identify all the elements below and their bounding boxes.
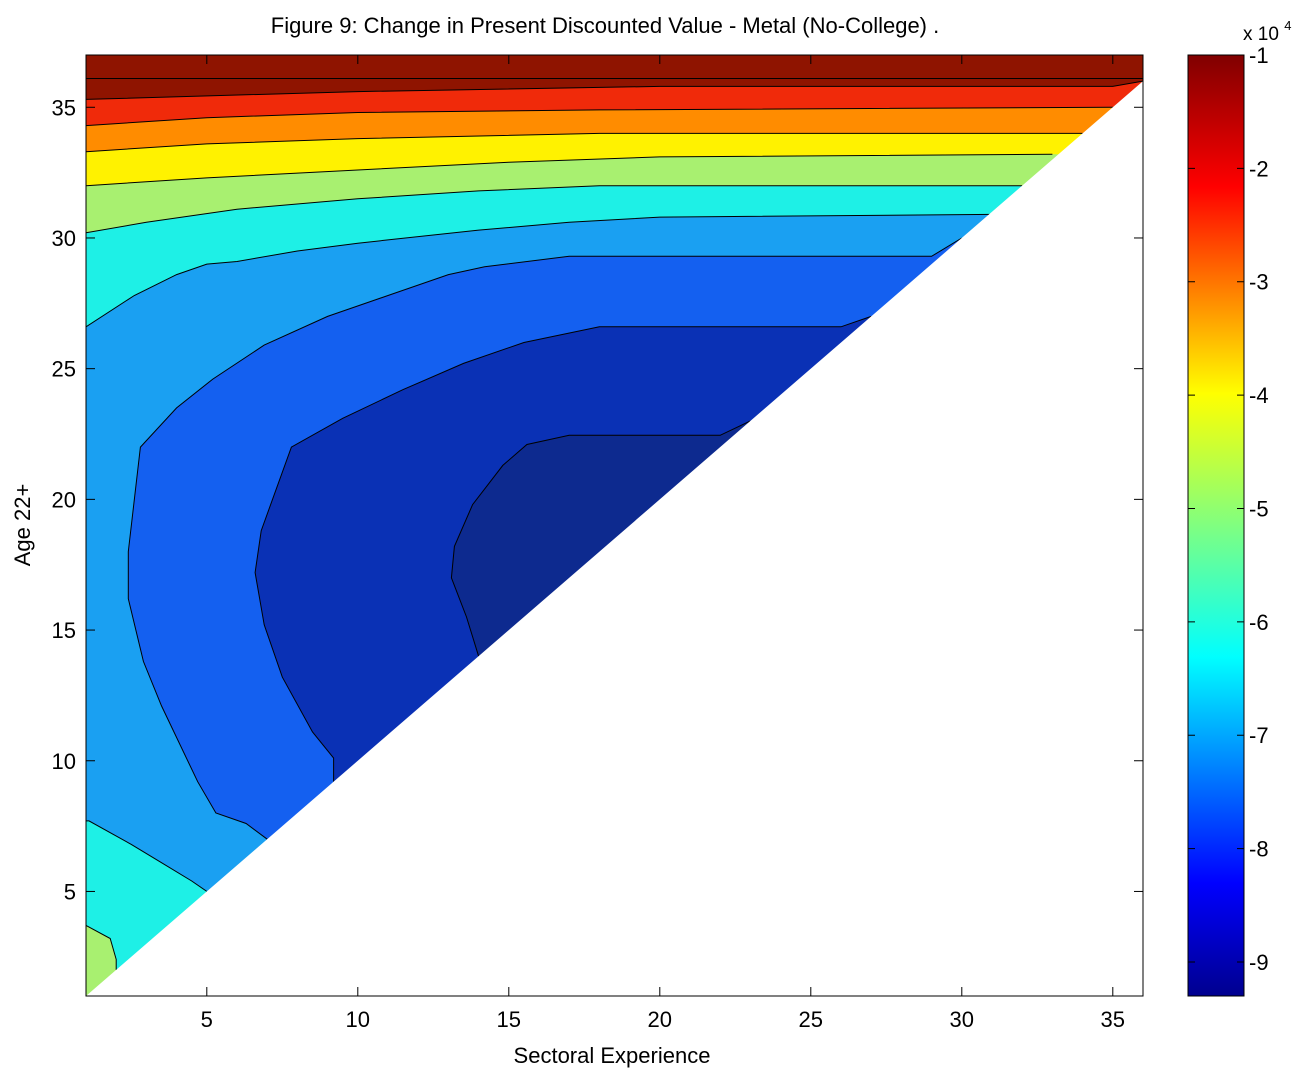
x-tick-label: 15 [497,1007,521,1032]
y-tick-label: 35 [52,95,76,120]
colorbar-exponent-label: x 10 4 [1243,18,1291,45]
colorbar-tick-label: -5 [1249,496,1269,521]
band-level-3 [86,55,1143,996]
contour-lines [86,78,1143,970]
colorbar-tick-label: -9 [1249,950,1269,975]
contour-line [86,820,208,892]
y-tick-label: 5 [64,879,76,904]
y-tick-label: 25 [52,357,76,382]
contour-line [86,132,1083,153]
x-tick-label: 5 [201,1007,213,1032]
colorbar-tick-label: -7 [1249,723,1269,748]
colorbar: -1 -2 -3 -4 -5 -6 -7 -8 -9 x 10 4 [1187,18,1291,997]
contour-bands [86,55,1143,996]
y-tick-label: 15 [52,618,76,643]
contour-line [254,315,872,782]
contour-plot [86,55,1143,996]
contour-line [450,420,751,657]
colorbar-tick-label: -3 [1249,270,1269,295]
contour-line [86,924,117,970]
contour-line [86,185,1023,234]
colorbar-ticks: -1 -2 -3 -4 -5 -6 -7 -8 -9 [1188,43,1269,975]
contour-line [86,213,993,328]
y-tick-label: 10 [52,749,76,774]
colorbar-gradient [1187,54,1245,997]
band-level-9 [86,55,1143,79]
chart-title: Figure 9: Change in Present Discounted V… [271,13,939,38]
y-axis-ticks: 5 10 15 20 25 30 35 [52,95,1143,904]
colorbar-tick-label: -6 [1249,610,1269,635]
x-tick-label: 25 [799,1007,823,1032]
colorbar-exponent-power: 4 [1284,18,1291,33]
y-tick-label: 30 [52,226,76,251]
colorbar-tick-label: -4 [1249,383,1269,408]
contour-line [86,106,1113,127]
x-tick-label: 30 [950,1007,974,1032]
x-axis-ticks: 5 10 15 20 25 30 35 [201,55,1125,1032]
colorbar-tick-label: -1 [1249,43,1269,68]
y-axis-label: Age 22+ [10,484,35,567]
colorbar-tick-label: -8 [1249,837,1269,862]
contour-line [86,80,1143,100]
y-tick-label: 20 [52,487,76,512]
contour-line [86,153,1053,187]
x-tick-label: 20 [648,1007,672,1032]
plot-frame [85,54,1144,997]
x-axis-label: Sectoral Experience [514,1043,711,1068]
colorbar-tick-label: -2 [1249,156,1269,181]
colorbar-exponent-base: x 10 [1243,24,1279,45]
x-tick-label: 35 [1101,1007,1125,1032]
contour-line [127,237,963,840]
x-tick-label: 10 [346,1007,370,1032]
undefined-region [86,81,1143,996]
